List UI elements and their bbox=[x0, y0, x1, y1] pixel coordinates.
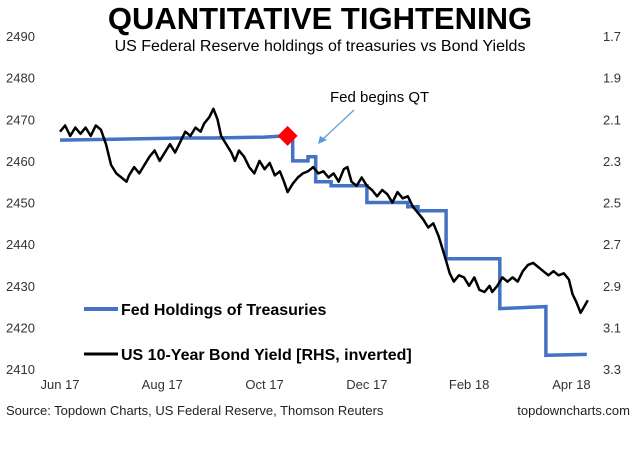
left-tick-label: 2490 bbox=[6, 29, 35, 44]
annotation-arrow-head bbox=[318, 136, 327, 144]
annotation-label: Fed begins QT bbox=[330, 89, 429, 106]
chart-title: QUANTITATIVE TIGHTENING bbox=[108, 1, 532, 36]
annotation-arrow bbox=[322, 109, 355, 140]
series-line-bond-yield bbox=[59, 107, 589, 315]
x-tick-label: Oct 17 bbox=[245, 377, 283, 392]
x-tick-label: Aug 17 bbox=[142, 377, 183, 392]
source-text: Source: Topdown Charts, US Federal Reser… bbox=[6, 403, 384, 418]
right-tick-label: 2.9 bbox=[603, 279, 621, 294]
left-tick-label: 2440 bbox=[6, 237, 35, 252]
left-tick-label: 2420 bbox=[6, 320, 35, 335]
right-tick-label: 3.1 bbox=[603, 320, 621, 335]
right-tick-label: 2.3 bbox=[603, 154, 621, 169]
series-line-fed-holdings bbox=[59, 134, 587, 358]
right-tick-label: 1.7 bbox=[603, 29, 621, 44]
x-axis: Jun 17 Aug 17 Oct 17 Dec 17 Feb 18 Apr 18 bbox=[40, 377, 590, 392]
right-tick-label: 2.5 bbox=[603, 196, 621, 211]
right-tick-label: 2.7 bbox=[603, 237, 621, 252]
x-tick-label: Feb 18 bbox=[449, 377, 489, 392]
left-tick-label: 2430 bbox=[6, 279, 35, 294]
legend: Fed Holdings of Treasuries US 10-Year Bo… bbox=[84, 302, 412, 364]
left-tick-label: 2470 bbox=[6, 112, 35, 127]
left-axis: 2410 2420 2430 2440 2450 2460 2470 2480 2490 bbox=[6, 29, 35, 377]
series-layer bbox=[59, 107, 589, 358]
qt-start-marker bbox=[277, 125, 298, 146]
x-tick-label: Apr 18 bbox=[552, 377, 590, 392]
right-tick-label: 1.9 bbox=[603, 71, 621, 86]
right-tick-label: 3.3 bbox=[603, 362, 621, 377]
left-tick-label: 2450 bbox=[6, 196, 35, 211]
legend-label-bond-yield: US 10-Year Bond Yield [RHS, inverted] bbox=[121, 347, 412, 364]
chart-subtitle: US Federal Reserve holdings of treasurie… bbox=[115, 38, 526, 55]
right-axis: 1.7 1.9 2.1 2.3 2.5 2.7 2.9 3.1 3.3 bbox=[603, 29, 621, 377]
left-tick-label: 2480 bbox=[6, 71, 35, 86]
x-tick-label: Dec 17 bbox=[346, 377, 387, 392]
x-tick-label: Jun 17 bbox=[40, 377, 79, 392]
legend-label-fed-holdings: Fed Holdings of Treasuries bbox=[121, 302, 326, 319]
right-tick-label: 2.1 bbox=[603, 112, 621, 127]
left-tick-label: 2410 bbox=[6, 362, 35, 377]
brand-text: topdowncharts.com bbox=[517, 403, 630, 418]
left-tick-label: 2460 bbox=[6, 154, 35, 169]
